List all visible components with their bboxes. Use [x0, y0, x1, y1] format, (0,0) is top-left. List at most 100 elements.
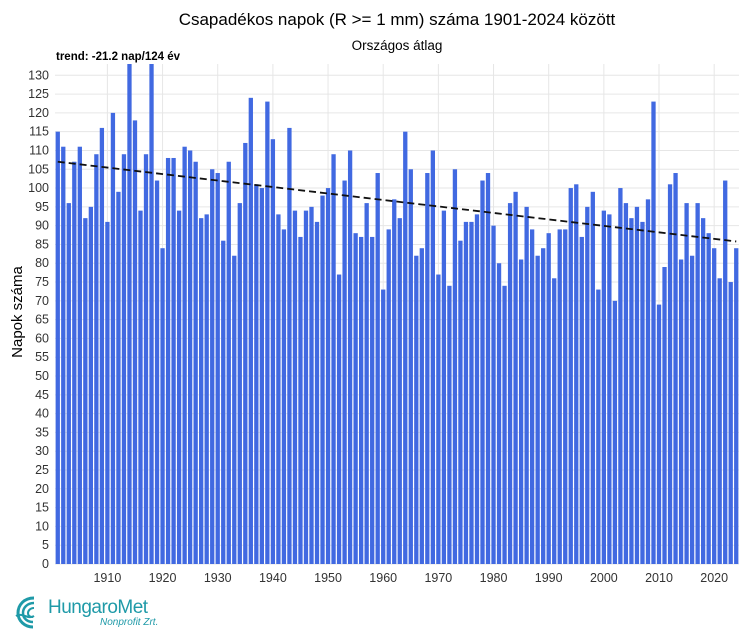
- x-tick-label: 1930: [204, 571, 232, 585]
- y-tick-label: 100: [28, 181, 49, 195]
- bar-1942: [281, 229, 287, 564]
- x-tick-label: 1960: [369, 571, 397, 585]
- x-tick-label: 1940: [259, 571, 287, 585]
- x-tick-label: 1990: [535, 571, 563, 585]
- bar-1981: [496, 263, 502, 564]
- y-tick-label: 50: [35, 369, 49, 383]
- y-tick-label: 10: [35, 519, 49, 533]
- y-tick-label: 120: [28, 106, 49, 120]
- bar-1932: [226, 161, 231, 565]
- bar-1965: [408, 169, 413, 564]
- y-tick-label: 95: [35, 200, 49, 214]
- y-axis-label: Napok száma: [9, 265, 26, 357]
- bar-1987: [529, 229, 535, 564]
- bar-1934: [237, 203, 242, 564]
- bar-1948: [314, 221, 320, 564]
- hungaromet-logo: HungaroMet Nonprofit Zrt.: [14, 592, 194, 632]
- bar-1982: [502, 285, 507, 564]
- bar-1996: [579, 236, 584, 564]
- bar-2023: [728, 282, 733, 564]
- bar-1972: [447, 285, 452, 564]
- bar-2017: [695, 203, 700, 564]
- bar-1956: [358, 236, 364, 564]
- bar-1921: [165, 157, 171, 565]
- bar-1959: [375, 173, 380, 564]
- bar-1989: [541, 248, 546, 564]
- bar-1969: [430, 150, 435, 564]
- bar-1902: [61, 146, 66, 564]
- bar-1933: [232, 255, 237, 565]
- y-tick-label: 20: [35, 482, 49, 496]
- bar-2014: [678, 259, 684, 564]
- x-tick-label: 2000: [590, 571, 618, 585]
- trend-line: [57, 160, 737, 243]
- y-tick-label: 85: [35, 237, 49, 251]
- bar-1954: [347, 150, 353, 564]
- bar-1946: [303, 210, 309, 564]
- bar-2012: [667, 184, 673, 565]
- bar-1963: [397, 218, 402, 564]
- bar-1928: [204, 214, 209, 564]
- bar-1937: [254, 184, 259, 565]
- bar-1907: [88, 206, 93, 565]
- bar-2008: [645, 199, 651, 564]
- bar-1953: [342, 180, 347, 565]
- bar-2006: [634, 206, 640, 565]
- bar-1997: [585, 206, 590, 565]
- y-tick-label: 115: [29, 125, 49, 139]
- bar-1985: [518, 259, 524, 564]
- bar-1915: [132, 120, 138, 564]
- bar-1917: [143, 154, 149, 565]
- bar-2003: [618, 188, 623, 564]
- bar-1940: [270, 139, 276, 564]
- bar-2016: [689, 255, 695, 565]
- bar-1951: [331, 154, 336, 565]
- bar-1916: [138, 210, 143, 564]
- bar-1998: [590, 191, 595, 564]
- bar-2007: [640, 221, 645, 564]
- y-tick-label: 105: [28, 162, 49, 176]
- logo-subtitle: Nonprofit Zrt.: [100, 617, 159, 628]
- bar-1967: [419, 248, 424, 564]
- bar-1978: [480, 180, 485, 565]
- bar-1957: [364, 203, 369, 564]
- bar-1955: [353, 233, 358, 565]
- bar-1922: [171, 157, 176, 565]
- bar-1944: [292, 210, 298, 564]
- bar-1938: [259, 188, 264, 564]
- bar-1912: [116, 191, 121, 564]
- x-tick-label: 1970: [424, 571, 452, 585]
- bar-1983: [507, 203, 513, 564]
- y-tick-label: 15: [35, 501, 49, 515]
- bar-1976: [469, 221, 474, 564]
- bar-1905: [77, 146, 82, 564]
- x-tick-label: 1910: [93, 571, 121, 585]
- y-tick-label: 25: [35, 463, 49, 477]
- bar-1980: [491, 225, 496, 564]
- x-tick-label: 2010: [645, 571, 673, 585]
- bar-1930: [215, 173, 220, 564]
- bars: [55, 64, 739, 565]
- bar-1914: [127, 64, 132, 564]
- bar-1925: [187, 150, 193, 564]
- y-tick-label: 60: [35, 331, 49, 345]
- bar-1968: [425, 173, 430, 564]
- bar-1995: [574, 184, 579, 565]
- bar-2000: [601, 210, 606, 564]
- x-tick-label: 1920: [149, 571, 177, 585]
- bar-1966: [414, 255, 419, 565]
- y-tick-label: 125: [28, 87, 49, 101]
- bar-1924: [182, 146, 187, 564]
- bar-1977: [474, 214, 480, 564]
- trend-label: trend: -21.2 nap/124 év: [56, 51, 181, 63]
- bar-1926: [193, 161, 198, 565]
- bar-1913: [121, 154, 127, 565]
- bar-1958: [370, 236, 375, 564]
- bar-1986: [524, 206, 529, 565]
- bar-2009: [651, 101, 656, 564]
- y-tick-labels: 0 5 10 15 20 25 30 35 40 45 50 55 60 65 70 75 80 85 90 95 10…: [28, 68, 49, 571]
- bar-1961: [386, 229, 391, 564]
- bar-2020: [712, 248, 717, 564]
- bar-1960: [381, 289, 386, 564]
- bar-1927: [199, 218, 204, 564]
